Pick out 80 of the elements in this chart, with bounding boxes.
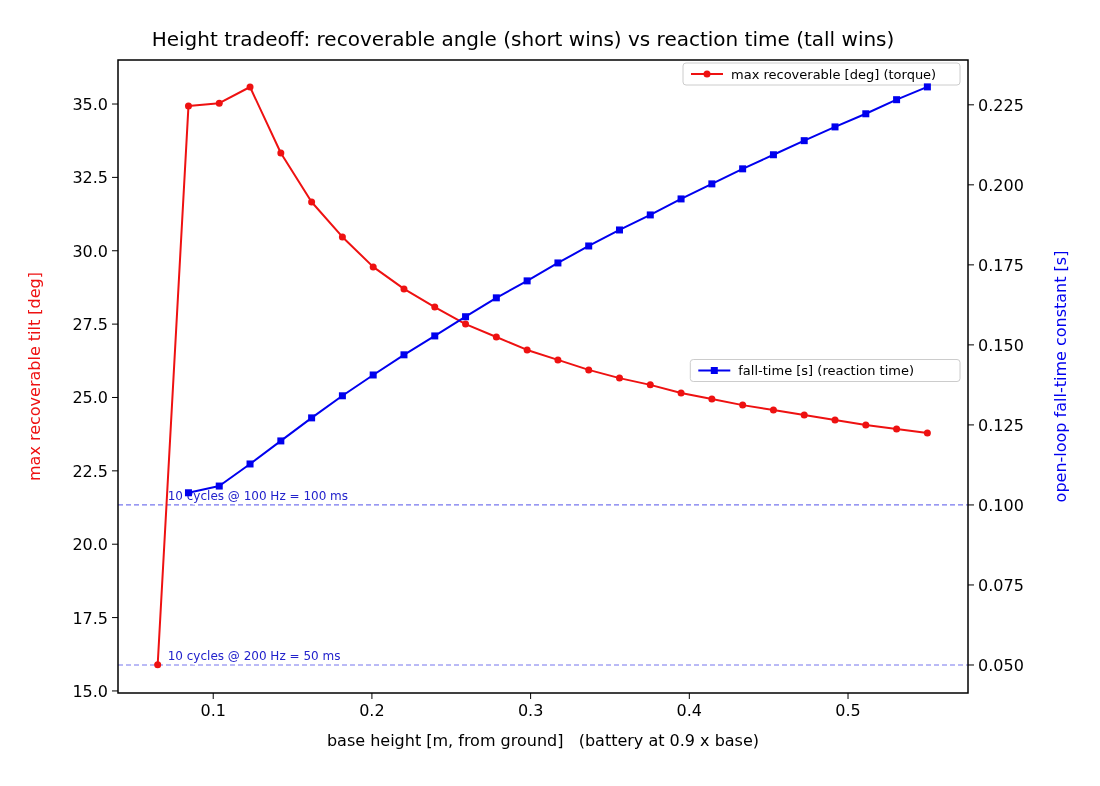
y2-tick-label: 0.150 (978, 335, 1024, 355)
y2-axis-title: open-loop fall-time constant [s] (1051, 250, 1070, 503)
y2-tick-label: 0.200 (978, 175, 1024, 195)
y-tick-label: 22.5 (72, 461, 108, 481)
point (308, 198, 316, 206)
x-tick-label: 0.3 (517, 701, 544, 720)
point (739, 401, 747, 409)
point (338, 233, 346, 241)
point (677, 389, 685, 397)
y-axis-title: max recoverable tilt [deg] (25, 272, 44, 481)
y-tick-label: 30.0 (72, 241, 108, 261)
y2-tick-label: 0.125 (978, 415, 1024, 435)
x-axis-title: base height [m, from ground] (battery at 0.9 x base) (326, 731, 760, 750)
point (277, 437, 285, 445)
y-tick-label: 17.5 (72, 608, 108, 628)
point (646, 381, 654, 389)
legend-label: fall-time [s] (reaction time) (738, 363, 915, 378)
point (492, 333, 500, 341)
point (862, 421, 870, 429)
point (431, 332, 439, 340)
point (277, 149, 285, 157)
point (246, 460, 254, 468)
point (184, 102, 192, 110)
point (893, 425, 901, 433)
point (369, 371, 377, 379)
point (615, 226, 623, 234)
y-tick-label: 15.0 (72, 681, 108, 701)
x-tick-label: 0.2 (359, 701, 385, 720)
point (800, 137, 808, 145)
y2-tick-label: 0.225 (978, 95, 1024, 115)
y-tick-label: 27.5 (72, 315, 108, 335)
point (739, 165, 747, 173)
point (585, 366, 593, 374)
point (677, 195, 685, 203)
point (215, 99, 223, 107)
point (769, 406, 777, 414)
point (923, 83, 931, 91)
point (400, 285, 408, 293)
x-tick-label: 0.1 (200, 701, 226, 720)
point (769, 151, 777, 159)
point (369, 263, 377, 271)
point (923, 429, 931, 437)
point (462, 320, 470, 328)
point (554, 356, 562, 364)
point (646, 211, 654, 219)
y-tick-label: 25.0 (72, 388, 108, 408)
point (400, 351, 408, 359)
legend-label: max recoverable [deg] (torque) (731, 66, 937, 82)
point (492, 294, 500, 302)
y-tick-label: 35.0 (72, 95, 108, 115)
y-tick-label: 32.5 (72, 168, 108, 188)
point (154, 661, 162, 669)
y2-tick-label: 0.075 (978, 575, 1024, 595)
point (523, 277, 531, 285)
point (215, 482, 223, 490)
point (308, 414, 316, 422)
x-tick-label: 0.4 (676, 701, 703, 720)
point (554, 259, 562, 267)
y-tick-label: 20.0 (72, 535, 108, 555)
point (462, 313, 470, 321)
x-tick-label: 0.5 (835, 701, 861, 720)
point (800, 411, 808, 419)
point (893, 96, 901, 104)
point (708, 395, 716, 403)
point (431, 303, 439, 311)
point (831, 416, 839, 424)
y2-tick-label: 0.050 (978, 655, 1024, 675)
y2-tick-label: 0.175 (978, 255, 1024, 275)
point (615, 374, 623, 382)
ref-line-label: 10 cycles @ 100 Hz = 100 ms (167, 488, 349, 503)
point (831, 123, 839, 131)
point (585, 242, 593, 250)
point (708, 180, 716, 188)
point (862, 110, 870, 118)
ref-line-label: 10 cycles @ 200 Hz = 50 ms (167, 648, 341, 663)
y2-tick-label: 0.100 (978, 495, 1024, 515)
point (246, 83, 254, 91)
point (338, 392, 346, 400)
chart-title: Height tradeoff: recoverable angle (short wins) vs reaction time (tall wins) (151, 27, 895, 51)
point (523, 346, 531, 354)
